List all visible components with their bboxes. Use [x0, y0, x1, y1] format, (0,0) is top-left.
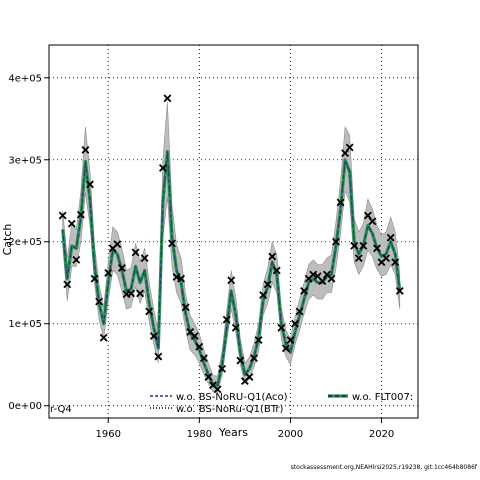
- observed-point-1956: [86, 180, 94, 189]
- observed-point-2019: [373, 244, 381, 253]
- observed-point-1960: [104, 268, 113, 277]
- observed-point-1997: [272, 266, 281, 275]
- observed-point-1962: [113, 240, 122, 249]
- y-tick-label-1: 1e+05: [8, 319, 42, 330]
- observed-point-1972: [158, 164, 167, 172]
- observed-point-1971: [154, 352, 163, 361]
- x-axis-ticks: 1960 1980 2000 2020: [95, 418, 394, 440]
- y-tick-label-2: 2e+05: [8, 237, 42, 248]
- x-tick-label-1980: 1980: [187, 429, 212, 440]
- observed-point-1977: [181, 303, 190, 312]
- observed-point-2001: [291, 319, 299, 328]
- observed-point-1958: [95, 297, 104, 306]
- fit-lines-layer: [61, 150, 402, 387]
- x-tick-label-1960: 1960: [95, 429, 120, 440]
- observed-point-2011: [336, 198, 345, 207]
- observed-point-1982: [204, 373, 213, 381]
- observed-point-1996: [268, 252, 277, 261]
- observed-point-1966: [131, 248, 140, 257]
- observed-point-1959: [99, 333, 108, 342]
- observed-point-2014: [350, 241, 359, 250]
- confidence-band: [62, 102, 401, 393]
- observed-point-1976: [177, 274, 186, 283]
- legend-label-2: w.o. FLT007:: [352, 392, 413, 403]
- observed-point-1980: [195, 342, 204, 351]
- observed-point-1981: [199, 354, 208, 363]
- observed-point-2024: [395, 286, 404, 295]
- legend: w.o. BS-NoRU-Q1(Aco)w.o. BS-NoRu-Q1(BTr)…: [150, 392, 413, 415]
- observed-point-2003: [300, 286, 309, 295]
- observed-point-1967: [136, 289, 145, 298]
- observed-point-1991: [245, 373, 254, 381]
- observed-point-1974: [168, 239, 176, 248]
- legend-clipped-label: r-Q4: [50, 404, 72, 415]
- x-tick-label-2000: 2000: [278, 429, 303, 440]
- observed-point-1952: [67, 219, 76, 228]
- observed-point-2010: [332, 237, 340, 246]
- observed-point-1953: [72, 255, 81, 264]
- legend-label-1: w.o. BS-NoRu-Q1(BTr): [176, 404, 284, 415]
- observed-point-1968: [140, 254, 149, 263]
- y-axis-title: Catch: [1, 224, 14, 256]
- observed-point-2016: [359, 241, 368, 250]
- observed-point-1984: [213, 385, 222, 394]
- observed-point-1965: [127, 289, 135, 298]
- observed-point-2005: [309, 270, 318, 279]
- observed-point-2002: [295, 307, 304, 316]
- observed-point-2009: [327, 274, 336, 283]
- observed-points-layer: [58, 94, 404, 394]
- x-tick-label-2020: 2020: [369, 429, 394, 440]
- y-tick-label-0: 0e+00: [8, 401, 42, 412]
- observed-point-1954: [76, 210, 85, 219]
- observed-point-1979: [190, 332, 199, 340]
- observed-point-1963: [117, 264, 126, 272]
- fit-line-aco: [62, 151, 401, 386]
- observed-point-1989: [236, 356, 245, 365]
- footer-credit: stockassessment.org,NEAHlrsi2025,r19238,…: [291, 464, 478, 471]
- y-tick-label-4: 4e+05: [8, 73, 42, 84]
- observed-point-1985: [218, 364, 227, 373]
- observed-point-1993: [254, 336, 263, 345]
- observed-point-2023: [391, 258, 400, 267]
- y-axis-ticks: 0e+00 1e+05 2e+05 3e+05 4e+05: [8, 73, 49, 412]
- observed-point-2015: [354, 254, 363, 263]
- observed-point-1951: [63, 280, 72, 289]
- observed-point-2021: [382, 254, 391, 263]
- observed-point-1995: [263, 280, 272, 289]
- observed-point-1973: [163, 94, 172, 103]
- plot-frame: [48, 44, 419, 419]
- y-tick-label-3: 3e+05: [8, 155, 42, 166]
- observed-point-1988: [231, 323, 240, 332]
- observed-point-1957: [90, 274, 99, 283]
- legend-label-0: w.o. BS-NoRU-Q1(Aco): [176, 392, 288, 403]
- observed-point-2018: [368, 217, 377, 226]
- observed-point-1955: [81, 145, 90, 154]
- observed-point-1994: [259, 291, 268, 299]
- observed-point-1987: [227, 276, 236, 285]
- observed-point-2000: [286, 336, 295, 345]
- confidence-band-layer: [62, 102, 401, 393]
- observed-point-1975: [172, 273, 181, 281]
- observed-point-2013: [345, 143, 354, 152]
- observed-point-1992: [250, 354, 258, 363]
- observed-point-2022: [386, 233, 395, 242]
- grid-lines: [49, 45, 418, 418]
- observed-point-1998: [277, 323, 286, 332]
- observed-point-1986: [222, 315, 231, 324]
- observed-point-1969: [145, 307, 154, 316]
- observed-point-1999: [281, 344, 290, 353]
- x-axis-title: Years: [218, 426, 248, 439]
- observed-point-1970: [149, 332, 158, 340]
- observed-point-1950: [58, 211, 67, 220]
- observed-point-2007: [318, 277, 327, 286]
